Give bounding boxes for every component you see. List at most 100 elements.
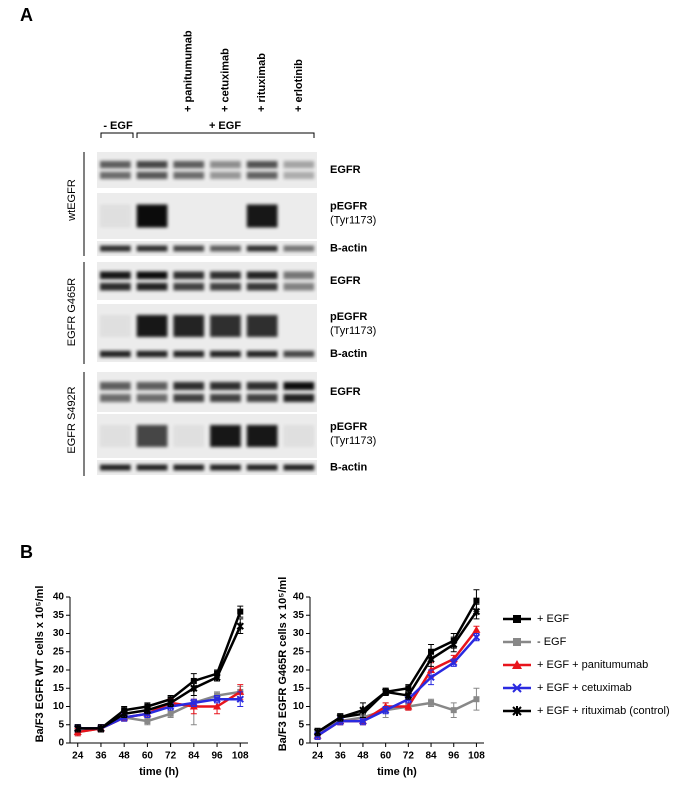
marker-shape <box>336 713 344 722</box>
y-tick-label: 20 <box>53 665 65 676</box>
band <box>283 464 315 471</box>
band <box>210 425 241 447</box>
marker-shape <box>359 706 367 715</box>
marker-shape <box>236 695 244 703</box>
band <box>210 382 241 390</box>
marker-shape <box>167 710 174 717</box>
y-tick-label: 10 <box>53 701 65 712</box>
marker-shape <box>213 702 222 710</box>
blot-label: B-actin <box>330 461 368 473</box>
data-point <box>336 713 344 722</box>
marker-shape <box>166 698 175 707</box>
marker-shape <box>404 691 413 700</box>
blot-label: EGFR <box>330 275 361 287</box>
blot-label: EGFR <box>330 164 361 176</box>
band <box>136 425 168 447</box>
band <box>283 171 315 179</box>
y-tick-label: 30 <box>293 628 305 639</box>
legend-label: + EGF + rituximab (control) <box>537 705 670 717</box>
blot <box>97 304 317 348</box>
marker-shape <box>512 660 522 669</box>
data-point <box>213 673 221 682</box>
band <box>210 394 241 402</box>
blot <box>97 152 317 188</box>
marker-shape <box>512 706 522 716</box>
band <box>246 245 278 252</box>
data-point <box>74 724 82 733</box>
band <box>100 382 131 390</box>
marker-shape <box>120 709 128 718</box>
band <box>246 204 278 228</box>
data-point <box>450 640 458 649</box>
band <box>136 315 168 337</box>
legend-label: + EGF <box>537 613 569 625</box>
band <box>100 315 131 337</box>
lane-label: - EGF <box>103 120 133 132</box>
lane-label: + erlotinib <box>293 59 305 112</box>
band <box>100 245 131 252</box>
marker-shape <box>237 608 244 615</box>
series-line <box>77 625 242 730</box>
x-axis-label: time (h) <box>377 766 417 778</box>
marker-shape <box>450 707 457 714</box>
band <box>283 350 315 358</box>
legend-label: - EGF <box>537 636 567 648</box>
y-axis-label: Ba/F3 EGFR WT cells x 10⁵/ml <box>34 586 46 743</box>
band <box>210 161 241 169</box>
data-point <box>97 724 105 733</box>
y-tick-label: 20 <box>293 665 305 676</box>
blot-sublabel: (Tyr1173) <box>330 215 376 227</box>
x-tick-label: 60 <box>142 751 154 762</box>
band <box>173 271 205 280</box>
data-point <box>472 633 481 641</box>
marker-shape <box>473 696 480 703</box>
band <box>173 425 205 447</box>
band <box>136 271 168 280</box>
marker-shape <box>427 655 435 664</box>
legend-marker <box>513 615 521 623</box>
marker-shape <box>472 625 481 633</box>
group-label: EGFR G465R <box>66 278 78 347</box>
band <box>100 171 131 179</box>
y-tick-label: 15 <box>53 683 65 694</box>
legend-marker <box>512 683 522 693</box>
data-point <box>120 709 128 718</box>
marker-shape <box>381 687 390 696</box>
x-tick-label: 108 <box>468 751 485 762</box>
band <box>136 382 168 390</box>
blot-sublabel: (Tyr1173) <box>330 325 376 337</box>
legend-marker <box>512 660 522 669</box>
band <box>210 315 241 337</box>
x-tick-label: 96 <box>448 751 460 762</box>
x-tick-label: 60 <box>380 751 392 762</box>
marker-shape <box>97 724 105 733</box>
band <box>173 394 205 402</box>
x-tick-label: 84 <box>425 751 437 762</box>
data-point <box>190 699 198 707</box>
y-tick-label: 40 <box>293 592 305 603</box>
data-point <box>428 699 435 706</box>
blot <box>97 241 317 256</box>
blot <box>97 193 317 239</box>
band <box>136 245 168 252</box>
blot <box>97 414 317 458</box>
data-point <box>404 702 413 710</box>
band <box>246 382 278 390</box>
band <box>136 394 168 402</box>
band <box>210 271 241 280</box>
data-point <box>236 695 244 703</box>
data-point <box>427 673 435 682</box>
x-tick-label: 36 <box>335 751 347 762</box>
band <box>246 161 278 169</box>
y-tick-label: 25 <box>293 646 305 657</box>
x-tick-label: 36 <box>95 751 107 762</box>
data-point <box>166 698 175 707</box>
lane-label: + cetuximab <box>219 48 231 112</box>
series-line <box>316 636 478 737</box>
blot-label: pEGFR <box>330 421 367 433</box>
lane-label: + panitumumab <box>183 30 195 112</box>
band <box>283 161 315 169</box>
marker-shape <box>405 685 412 692</box>
marker-shape <box>473 597 480 604</box>
